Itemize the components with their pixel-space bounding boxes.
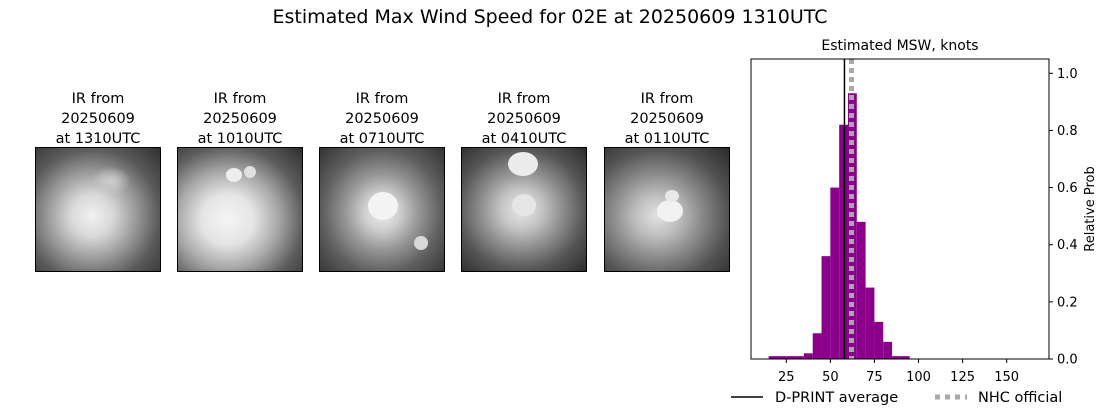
ir-caption-line: IR from — [497, 91, 551, 107]
histogram-bar — [883, 341, 893, 359]
ir-caption: IR from 20250609 at 1010UTC — [177, 89, 303, 147]
ir-caption-line: IR from — [640, 91, 694, 107]
histogram-bar — [847, 93, 857, 360]
ir-satellite-image — [461, 147, 587, 272]
plot-frame — [750, 58, 1050, 360]
histogram-bar — [839, 124, 848, 359]
histogram-bar — [830, 187, 840, 359]
ir-caption-line: at 1310UTC — [55, 131, 141, 147]
histogram-bar — [786, 356, 796, 359]
legend: D-PRINT average NHC official — [731, 390, 1062, 406]
ir-satellite-image — [35, 147, 161, 272]
y-tick-label: 0.0 — [1057, 353, 1078, 368]
y-axis-label: Relative Prob — [1083, 166, 1098, 251]
x-tick-label: 150 — [994, 370, 1019, 385]
ir-satellite-image — [319, 147, 445, 272]
histogram-bar — [900, 356, 910, 359]
ir-caption-line: at 0410UTC — [481, 131, 567, 147]
y-tick-label: 0.2 — [1057, 295, 1078, 310]
ir-caption-line: at 0110UTC — [624, 131, 710, 147]
x-tick-label: 125 — [950, 370, 975, 385]
histogram-bar — [856, 221, 866, 359]
ir-satellite-image — [177, 147, 303, 272]
x-axis: 25 50 75 100 125 150 — [778, 359, 1019, 385]
ir-panel-5: IR from 20250609 at 0110UTC — [604, 89, 730, 272]
ir-satellite-image — [604, 147, 730, 272]
ir-caption-line: 20250609 — [203, 111, 277, 127]
ir-caption-line: IR from — [71, 91, 125, 107]
chart-title: Estimated MSW, knots — [821, 38, 978, 54]
histogram-bar — [812, 333, 822, 359]
y-tick-label: 0.4 — [1057, 238, 1078, 253]
legend-dprint-label: D-PRINT average — [775, 390, 898, 406]
ir-caption-line: at 0710UTC — [339, 131, 425, 147]
legend-nhc-label: NHC official — [978, 390, 1062, 406]
ir-panel-2: IR from 20250609 at 1010UTC — [177, 89, 303, 272]
histogram-bar — [768, 356, 778, 359]
ir-panel-4: IR from 20250609 at 0410UTC — [461, 89, 587, 272]
x-tick-label: 50 — [822, 370, 839, 385]
histogram-bar — [777, 356, 787, 359]
y-tick-label: 1.0 — [1057, 67, 1078, 82]
ir-panel-3: IR from 20250609 at 0710UTC — [319, 89, 445, 272]
ir-caption-line: 20250609 — [345, 111, 419, 127]
histogram-bar — [892, 356, 901, 359]
x-tick-label: 75 — [866, 370, 883, 385]
ir-caption-line: 20250609 — [630, 111, 704, 127]
reference-lines — [843, 59, 855, 359]
histogram-bar — [821, 256, 831, 359]
histogram-bar — [803, 353, 813, 359]
figure-title: Estimated Max Wind Speed for 02E at 2025… — [272, 6, 828, 28]
y-tick-label: 0.6 — [1057, 181, 1078, 196]
ir-caption: IR from 20250609 at 1310UTC — [35, 89, 161, 147]
y-axis: 0.0 0.2 0.4 0.6 0.8 1.0 — [1049, 67, 1078, 368]
ir-panel-1: IR from 20250609 at 1310UTC — [35, 89, 161, 272]
x-tick-label: 100 — [906, 370, 931, 385]
histogram-bar — [865, 287, 875, 359]
ir-caption: IR from 20250609 at 0110UTC — [604, 89, 730, 147]
ir-caption-line: 20250609 — [487, 111, 561, 127]
y-tick-label: 0.8 — [1057, 124, 1078, 139]
ir-caption-line: 20250609 — [61, 111, 135, 127]
x-tick-label: 25 — [778, 370, 795, 385]
ir-caption: IR from 20250609 at 0710UTC — [319, 89, 445, 147]
ir-caption: IR from 20250609 at 0410UTC — [461, 89, 587, 147]
histogram-bar — [795, 356, 804, 359]
ir-caption-line: at 1010UTC — [197, 131, 283, 147]
ir-caption-line: IR from — [213, 91, 267, 107]
histogram-bar — [874, 321, 884, 359]
ir-caption-line: IR from — [355, 91, 409, 107]
histogram-bars — [768, 93, 910, 360]
